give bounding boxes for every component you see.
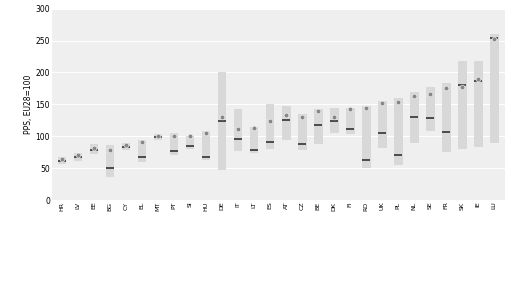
Point	[426, 91, 434, 96]
Bar	[314, 110, 322, 144]
Bar	[282, 106, 290, 140]
Bar	[378, 101, 387, 148]
Bar	[74, 153, 82, 161]
Point	[474, 77, 483, 81]
Point	[490, 36, 499, 41]
Bar	[266, 104, 274, 149]
Bar	[58, 157, 66, 164]
Point	[186, 133, 194, 138]
Bar	[474, 61, 483, 147]
Y-axis label: PPS, EU28=100: PPS, EU28=100	[24, 75, 33, 134]
Bar	[490, 34, 499, 143]
Point	[266, 119, 274, 123]
Point	[298, 115, 306, 120]
Bar	[346, 108, 354, 134]
Point	[74, 153, 82, 158]
Point	[90, 146, 98, 150]
Point	[218, 115, 226, 120]
Point	[458, 84, 467, 89]
Bar	[169, 133, 178, 156]
Point	[234, 126, 242, 131]
Bar	[202, 131, 211, 160]
Bar	[218, 72, 227, 170]
Point	[282, 112, 290, 117]
Bar	[250, 127, 259, 153]
Point	[154, 134, 162, 139]
Bar	[106, 145, 114, 176]
Bar	[442, 83, 451, 152]
Point	[122, 143, 130, 148]
Bar	[394, 98, 403, 165]
Point	[170, 133, 178, 138]
Point	[378, 101, 386, 106]
Bar	[234, 109, 243, 151]
Point	[314, 109, 322, 114]
Point	[346, 107, 354, 111]
Bar	[138, 140, 146, 162]
Bar	[362, 106, 371, 168]
Bar	[298, 114, 306, 150]
Point	[330, 115, 338, 120]
Bar	[458, 61, 467, 149]
Point	[410, 94, 418, 98]
Bar	[185, 136, 195, 149]
Point	[442, 86, 451, 91]
Point	[138, 140, 146, 144]
Point	[362, 105, 370, 110]
Bar	[153, 134, 162, 140]
Bar	[330, 108, 338, 133]
Point	[58, 157, 66, 162]
Point	[202, 131, 210, 135]
Bar	[410, 92, 419, 143]
Bar	[122, 143, 130, 150]
Point	[106, 148, 114, 153]
Bar	[90, 144, 98, 154]
Bar	[426, 86, 435, 131]
Point	[394, 100, 402, 105]
Point	[250, 126, 258, 130]
